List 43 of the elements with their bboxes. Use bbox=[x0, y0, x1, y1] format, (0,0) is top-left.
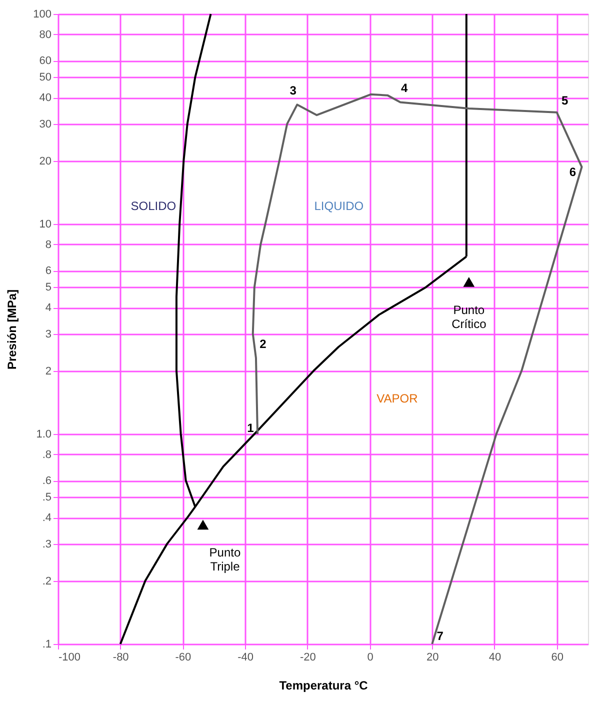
x-tick-label: -20 bbox=[300, 652, 316, 664]
y-tick-label: 8 bbox=[45, 238, 52, 251]
x-tick-label: 20 bbox=[426, 652, 439, 664]
y-tick-label: .4 bbox=[42, 512, 52, 524]
annotation: VAPOR bbox=[376, 391, 418, 406]
annotation: 3 bbox=[290, 84, 297, 98]
x-axis-title: Temperatura °C bbox=[279, 678, 368, 692]
y-tick-label: 6 bbox=[45, 265, 52, 278]
x-tick-label: -80 bbox=[112, 652, 129, 664]
annotation: 4 bbox=[400, 81, 408, 96]
x-tick-label: -100 bbox=[58, 652, 81, 664]
y-tick-label: 2 bbox=[45, 365, 52, 378]
y-tick-label: 4 bbox=[45, 302, 52, 314]
y-tick-label: .3 bbox=[42, 538, 52, 550]
x-tick-label: -40 bbox=[238, 652, 254, 664]
y-tick-label: .6 bbox=[42, 475, 52, 488]
annotation: SOLIDO bbox=[130, 199, 176, 214]
x-tick-label: 0 bbox=[367, 652, 374, 664]
y-tick-label: .1 bbox=[42, 638, 52, 650]
x-tick-label: -60 bbox=[175, 652, 192, 664]
y-tick-label: 1.0 bbox=[36, 428, 52, 440]
y-tick-label: 100 bbox=[33, 8, 52, 20]
annotation: 2 bbox=[260, 337, 267, 352]
y-tick-label: 50 bbox=[39, 72, 52, 84]
annotation: 7 bbox=[436, 629, 444, 643]
y-tick-label: .8 bbox=[42, 448, 52, 461]
y-axis-title: Presión [MPa] bbox=[5, 289, 20, 370]
y-tick-label: .2 bbox=[42, 575, 52, 588]
annotation: 6 bbox=[569, 164, 576, 179]
annotation: LIQUIDO bbox=[314, 199, 364, 214]
y-tick-label: 40 bbox=[39, 92, 52, 104]
y-tick-label: 30 bbox=[39, 118, 52, 130]
x-tick-label: 40 bbox=[488, 652, 502, 664]
y-tick-label: 80 bbox=[39, 28, 52, 41]
y-tick-label: .5 bbox=[42, 492, 52, 504]
y-tick-label: 20 bbox=[39, 155, 52, 168]
annotation: 1 bbox=[247, 421, 254, 435]
y-tick-label: 5 bbox=[45, 282, 52, 294]
x-tick-label: 60 bbox=[551, 652, 564, 664]
y-tick-label: 60 bbox=[39, 55, 52, 68]
annotation: Punto Triple bbox=[209, 546, 241, 574]
y-tick-label: 3 bbox=[45, 328, 52, 340]
y-tick-label: 10 bbox=[39, 218, 52, 230]
